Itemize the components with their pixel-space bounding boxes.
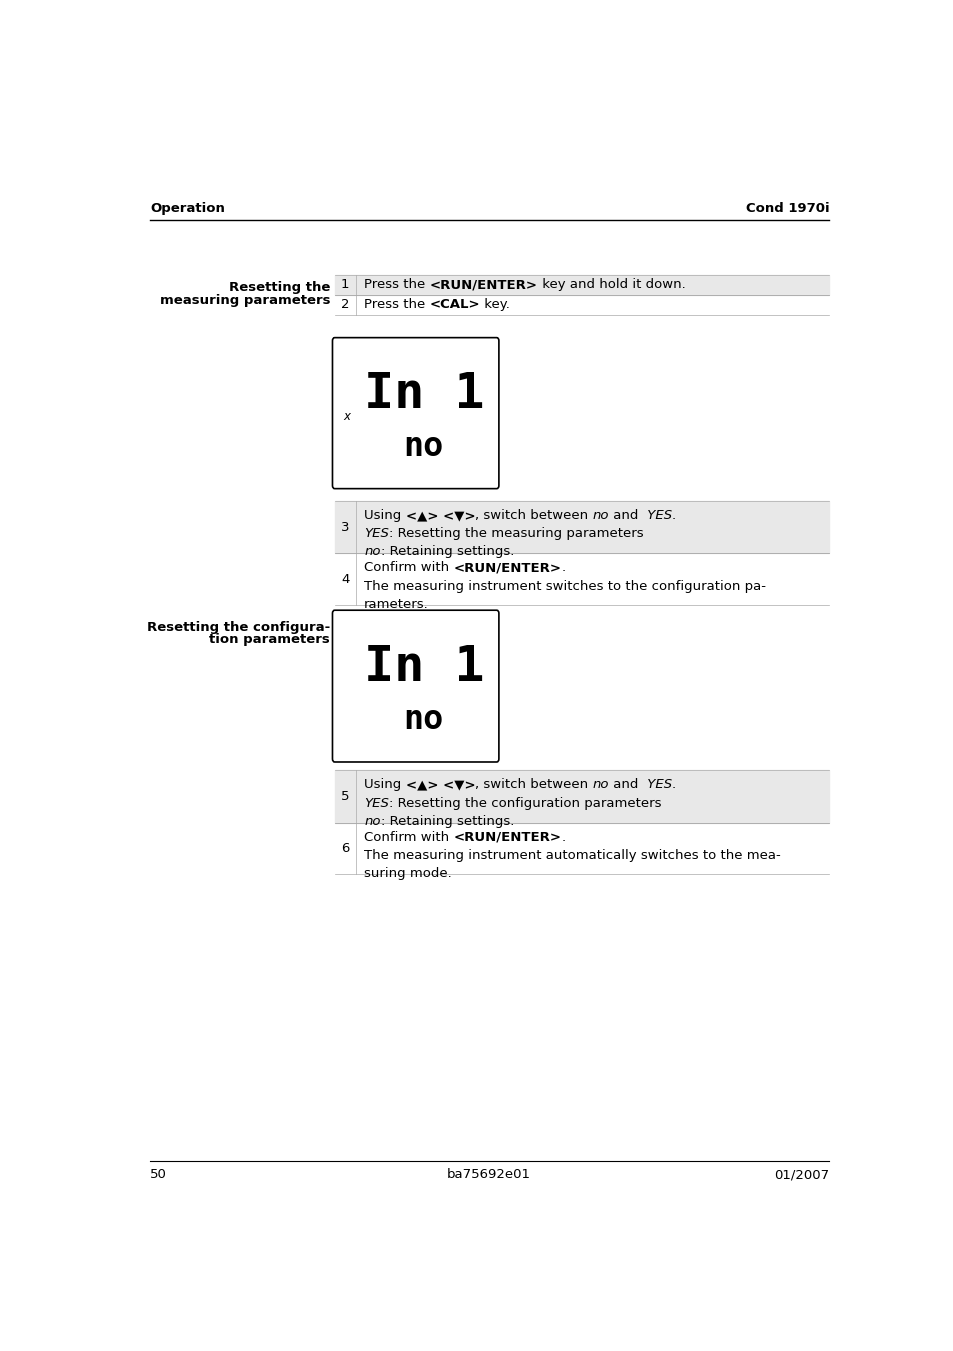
Text: no: no — [592, 509, 609, 521]
Text: and: and — [609, 509, 642, 521]
Text: The measuring instrument automatically switches to the mea-: The measuring instrument automatically s… — [364, 848, 781, 862]
Text: YES: YES — [642, 778, 671, 792]
Text: Using: Using — [364, 778, 405, 792]
Text: <CAL>: <CAL> — [429, 299, 479, 311]
Text: <RUN/ENTER>: <RUN/ENTER> — [453, 562, 561, 574]
Text: YES: YES — [364, 797, 389, 809]
Text: 5: 5 — [340, 790, 349, 802]
Bar — [335, 770, 828, 823]
Text: : Retaining settings.: : Retaining settings. — [380, 815, 514, 828]
Text: Confirm with: Confirm with — [364, 562, 453, 574]
FancyBboxPatch shape — [333, 338, 498, 489]
Text: Resetting the: Resetting the — [229, 281, 330, 295]
Text: Resetting the configura-: Resetting the configura- — [147, 621, 330, 634]
Text: key and hold it down.: key and hold it down. — [537, 278, 684, 292]
Text: tion parameters: tion parameters — [209, 634, 330, 646]
Text: .: . — [671, 509, 676, 521]
Text: no: no — [364, 815, 380, 828]
Text: x: x — [343, 409, 350, 423]
Text: Cond 1970i: Cond 1970i — [744, 201, 828, 215]
Text: 2: 2 — [340, 299, 349, 311]
Text: : Retaining settings.: : Retaining settings. — [380, 546, 514, 558]
Text: no: no — [364, 546, 380, 558]
Text: In 1: In 1 — [363, 370, 483, 419]
Text: <▲> <▼>: <▲> <▼> — [405, 778, 475, 792]
Text: : Resetting the configuration parameters: : Resetting the configuration parameters — [389, 797, 660, 809]
Text: The measuring instrument switches to the configuration pa-: The measuring instrument switches to the… — [364, 580, 765, 593]
Text: ba75692e01: ba75692e01 — [446, 1169, 531, 1181]
Text: no: no — [403, 430, 443, 463]
Text: .: . — [671, 778, 676, 792]
Text: 3: 3 — [340, 520, 349, 534]
Text: <RUN/ENTER>: <RUN/ENTER> — [453, 831, 561, 844]
Text: rameters.: rameters. — [364, 597, 429, 611]
Text: suring mode.: suring mode. — [364, 867, 452, 881]
Text: 01/2007: 01/2007 — [773, 1169, 828, 1181]
Text: 4: 4 — [340, 573, 349, 585]
Text: no: no — [592, 778, 609, 792]
Text: 1: 1 — [340, 278, 349, 292]
Text: .: . — [561, 831, 565, 844]
Text: Press the: Press the — [364, 299, 429, 311]
Text: YES: YES — [364, 527, 389, 540]
Bar — [335, 276, 828, 295]
Text: YES: YES — [642, 509, 671, 521]
Text: Press the: Press the — [364, 278, 429, 292]
Text: <▲> <▼>: <▲> <▼> — [405, 509, 475, 521]
Text: : Resetting the measuring parameters: : Resetting the measuring parameters — [389, 527, 643, 540]
Text: Using: Using — [364, 509, 405, 521]
FancyBboxPatch shape — [333, 611, 498, 762]
Text: In 1: In 1 — [363, 643, 483, 692]
Text: 6: 6 — [340, 842, 349, 855]
Text: , switch between: , switch between — [475, 778, 592, 792]
Text: Confirm with: Confirm with — [364, 831, 453, 844]
Text: , switch between: , switch between — [475, 509, 592, 521]
Text: .: . — [561, 562, 565, 574]
Text: and: and — [609, 778, 642, 792]
Text: measuring parameters: measuring parameters — [159, 293, 330, 307]
Text: <RUN/ENTER>: <RUN/ENTER> — [429, 278, 537, 292]
Text: Operation: Operation — [150, 201, 225, 215]
Text: 50: 50 — [150, 1169, 167, 1181]
Text: key.: key. — [479, 299, 510, 311]
Text: no: no — [403, 703, 443, 736]
Bar — [335, 501, 828, 554]
